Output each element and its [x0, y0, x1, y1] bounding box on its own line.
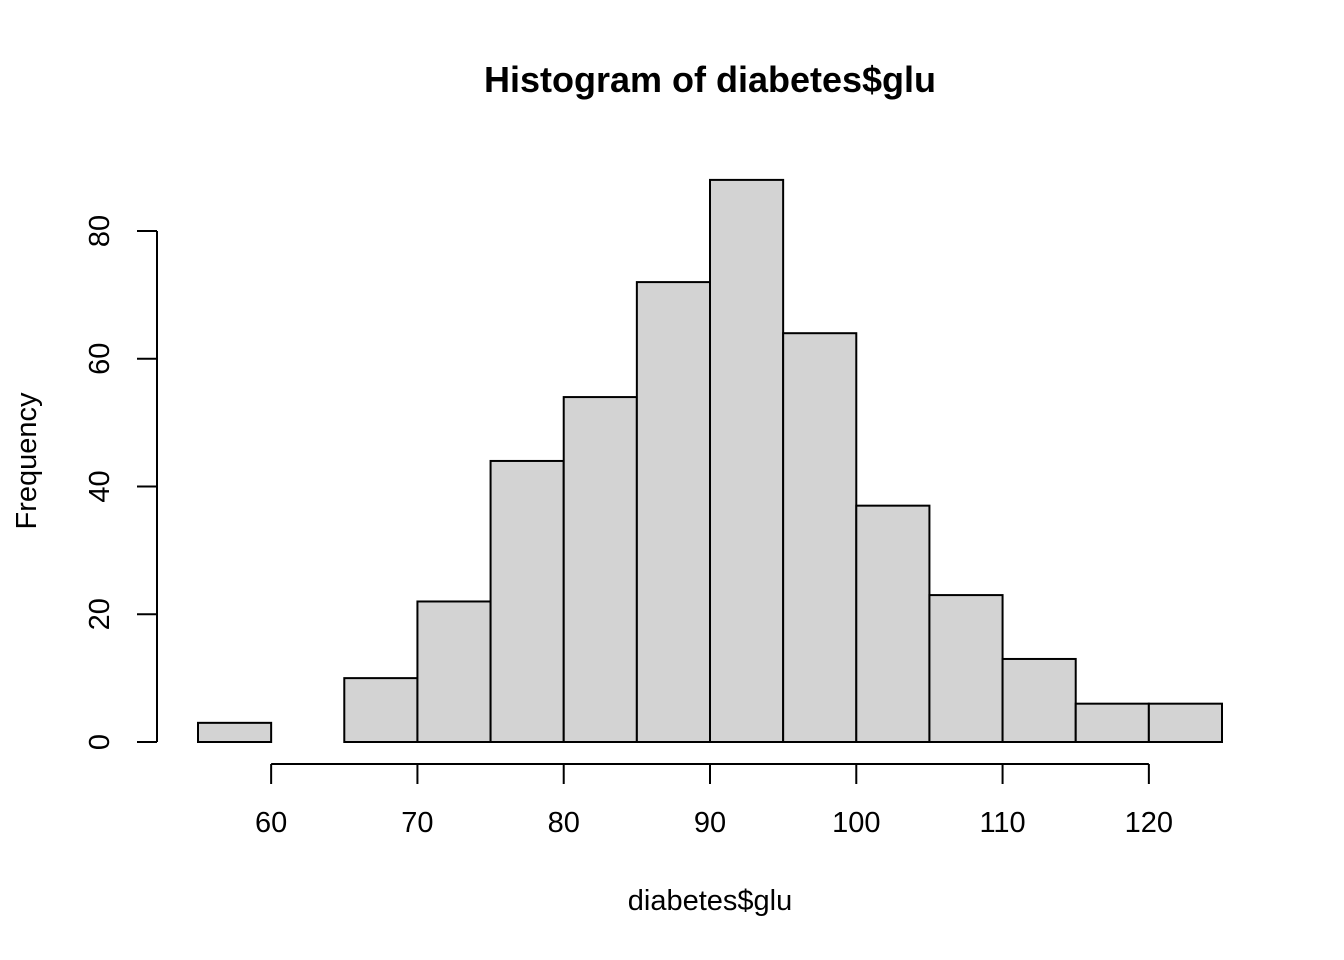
x-tick-label-90: 90: [694, 807, 726, 839]
histogram-bar-4: [489, 459, 565, 743]
x-tick-label-110: 110: [979, 807, 1025, 839]
y-tick-label-40: 40: [84, 470, 116, 502]
y-axis-label: Frequency: [11, 392, 43, 530]
histogram-bar-3: [416, 600, 492, 743]
y-tick-label-20: 20: [84, 598, 116, 630]
histogram-bar-13: [1147, 702, 1224, 743]
histogram-bar-2: [343, 677, 419, 743]
y-axis: 0 20 40 60 80: [84, 215, 158, 750]
histogram-bar-0: [197, 721, 273, 744]
histogram-bar-5: [562, 396, 638, 743]
chart-title: Histogram of diabetes$glu: [484, 59, 936, 100]
y-tick-label-80: 80: [84, 215, 116, 247]
x-tick-label-70: 70: [401, 807, 433, 839]
histogram-bar-12: [1074, 702, 1150, 743]
y-tick-label-60: 60: [84, 343, 116, 375]
histogram-bar-8: [782, 332, 858, 743]
histogram-bar-10: [928, 594, 1004, 744]
x-tick-label-120: 120: [1125, 807, 1173, 839]
x-tick-label-80: 80: [548, 807, 580, 839]
histogram-bar-6: [635, 281, 711, 743]
y-tick-label-0: 0: [84, 734, 116, 750]
histogram-bar-7: [709, 178, 785, 743]
histogram-bar-11: [1001, 657, 1077, 744]
x-tick-label-100: 100: [832, 807, 880, 839]
histogram-bar-9: [855, 504, 931, 743]
x-axis: 60 70 80 90 100 110 120: [255, 763, 1173, 839]
x-axis-label: diabetes$glu: [628, 885, 792, 917]
bars-group: [197, 178, 1224, 744]
x-tick-label-60: 60: [255, 807, 287, 839]
